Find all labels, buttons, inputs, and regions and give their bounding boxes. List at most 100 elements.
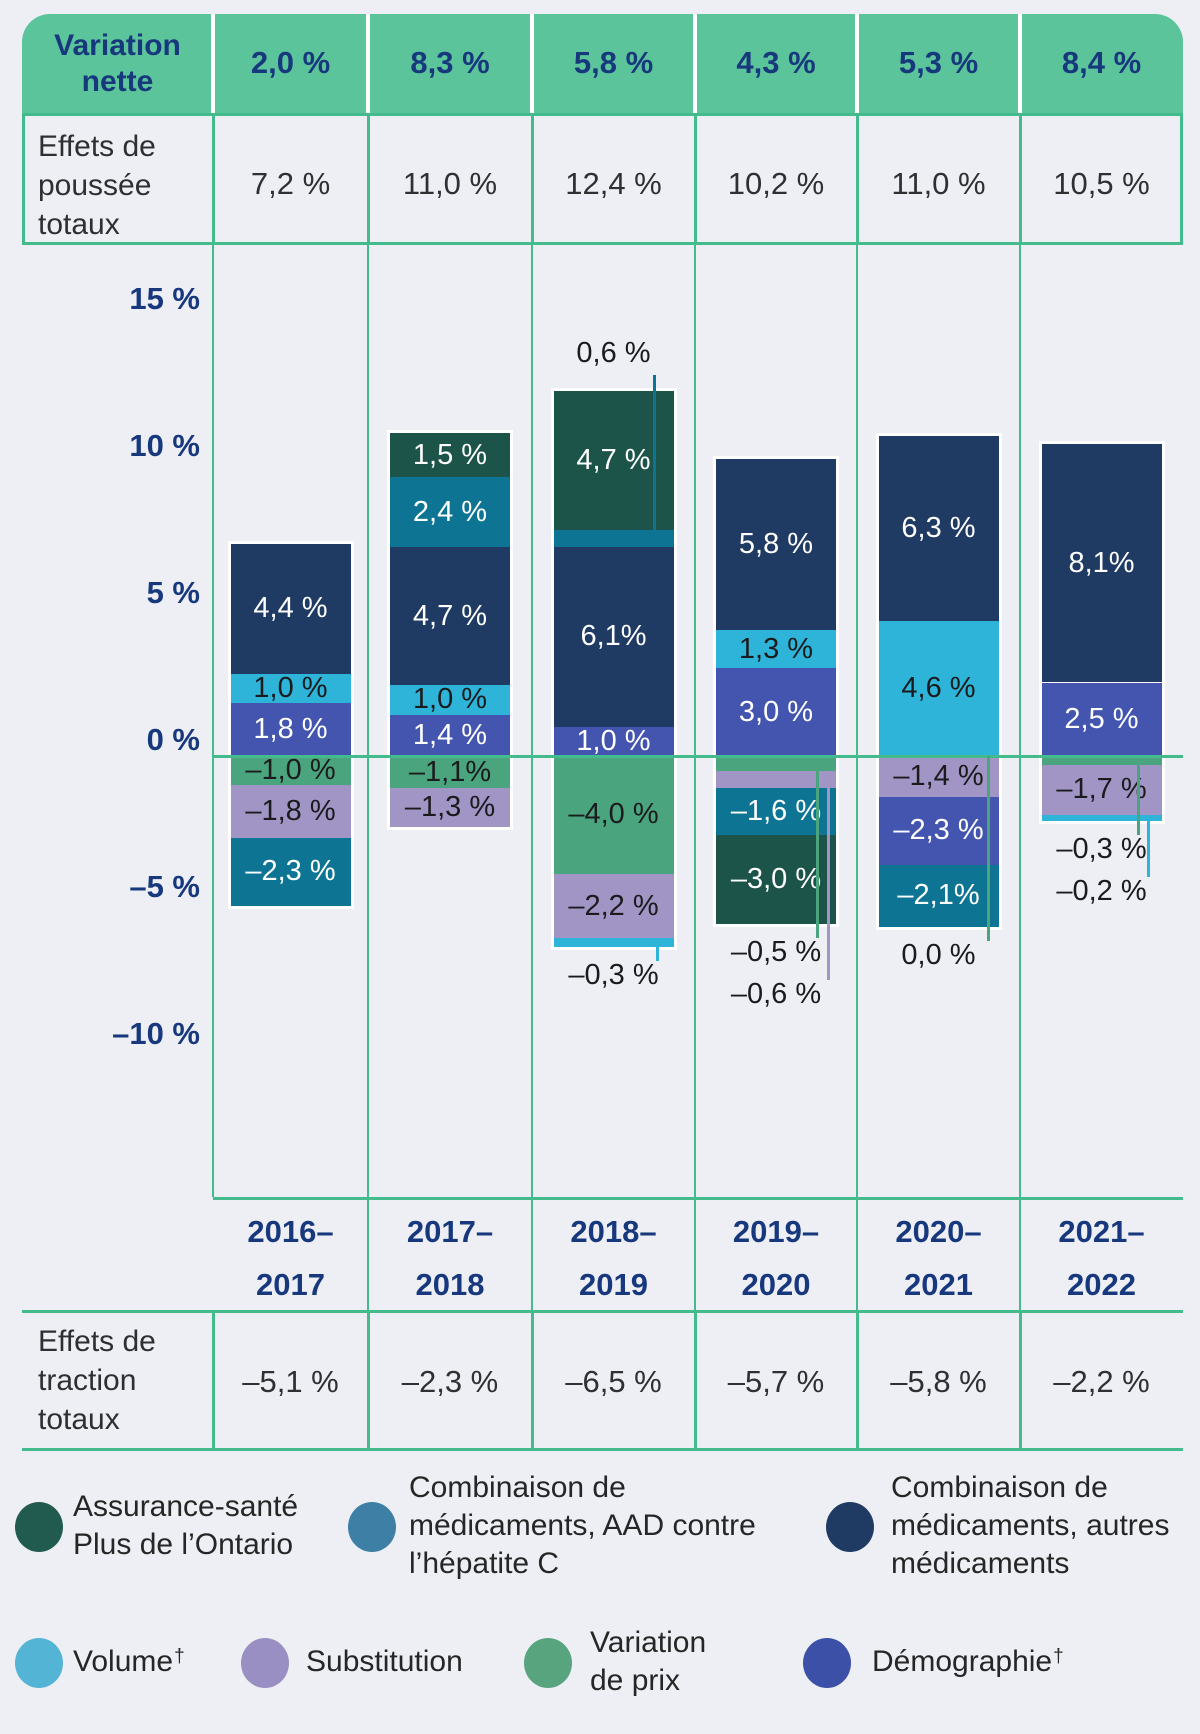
bar-segment-label: –1,0 % — [245, 754, 336, 786]
dagger-footnote-mark: † — [1053, 1646, 1064, 1667]
header-divider — [1018, 14, 1022, 113]
bar-segment-label: –1,3 % — [404, 791, 496, 824]
push-row-frame — [22, 113, 1183, 245]
legend-label-substitution: Substitution — [306, 1643, 463, 1681]
y-axis-tick-label: 10 % — [129, 428, 200, 463]
bar-segment-volume — [553, 938, 674, 948]
column-gridline — [367, 245, 369, 1197]
bar-segment-substitution — [553, 873, 674, 939]
bar-segment-substitution — [716, 770, 836, 789]
header-divider — [211, 14, 215, 113]
callout-line — [826, 779, 830, 980]
net-change-value: 2,0 % — [250, 44, 331, 80]
legend-swatch-price — [524, 1638, 572, 1688]
bar-segment-demography — [553, 726, 674, 756]
net-change-value: 8,4 % — [1061, 44, 1142, 80]
bar-segment-demography — [1041, 682, 1162, 756]
push-total-value: 12,4 % — [565, 166, 662, 201]
x-axis-line — [213, 1197, 1183, 1200]
bar-segment-label: 1,0 % — [576, 724, 651, 757]
year-label-line2: 2021 — [904, 1267, 973, 1302]
bar-segment-substitution — [1041, 764, 1162, 815]
pull-total-value: –2,2 % — [1053, 1364, 1150, 1399]
bar-segment-label: 1,3 % — [738, 632, 814, 665]
bar-segment-label: –1,4 % — [893, 760, 984, 792]
callout-label: –0,5 % — [730, 935, 822, 968]
pull-row-divider — [367, 1310, 370, 1448]
header-divider — [366, 14, 370, 113]
legend-label-line: Volume† — [73, 1645, 185, 1678]
bar-segment-label: –1,8 % — [245, 795, 336, 828]
legend-label-price: Variation de prix — [590, 1624, 706, 1700]
callout-label: 0,6 % — [576, 337, 651, 370]
legend-label-line: médicaments — [891, 1547, 1070, 1580]
bar-segment-price — [716, 756, 836, 771]
legend-label-hep_c: Combinaison de médicaments, AAD contre l’h… — [409, 1469, 756, 1583]
pull-row-divider — [212, 1310, 215, 1448]
y-axis-tick-label: –5 % — [129, 869, 200, 904]
legend-label-line: Substitution — [306, 1645, 463, 1678]
bar-segment-label: 4,7 % — [576, 444, 651, 477]
bar-segment-label: 2,5 % — [1064, 702, 1139, 735]
bar-segment-demography — [230, 703, 351, 756]
bar-segment-other_meds — [390, 547, 510, 686]
bar-segment-label: 6,3 % — [901, 511, 976, 544]
legend-label-line: Combinaison de — [409, 1471, 626, 1504]
legend-label-line: Plus de l’Ontario — [73, 1528, 294, 1561]
bar-segment-label: –2,1% — [897, 878, 980, 911]
bar-segment-other_meds — [716, 459, 836, 630]
bar-segment-other_meds — [553, 547, 674, 727]
net-change-header-cell: Variation nette — [54, 28, 181, 98]
push-row-divider — [856, 113, 859, 245]
legend-label-line: Variation — [590, 1626, 707, 1659]
bar-segment-hep_c — [390, 476, 510, 548]
bar-segment-label: 2,4 % — [412, 495, 488, 528]
year-label-line2: 2019 — [579, 1267, 648, 1302]
bar-segment-substitution — [230, 785, 351, 839]
bar-segment-volume — [1041, 814, 1162, 821]
callout-label: –0,3 % — [1056, 832, 1147, 865]
bar-segment-label: 1,4 % — [412, 718, 488, 751]
bar-segment-label: –2,3 % — [893, 814, 984, 847]
year-label-line1: 2017– — [406, 1214, 494, 1249]
legend-label-line: Combinaison de — [891, 1471, 1108, 1504]
bar-segment-ontario — [390, 432, 510, 477]
bar-segment-label: –2,3 % — [245, 855, 336, 888]
push-total-value: 7,2 % — [250, 166, 331, 201]
legend-label-line: Assurance-santé — [73, 1490, 299, 1523]
bar-segment-label: 4,6 % — [901, 671, 976, 704]
year-label-line1: 2021– — [1058, 1214, 1145, 1249]
legend-swatch-ontario — [15, 1502, 63, 1552]
bar-segment-volume — [390, 685, 510, 715]
legend-label-volume: Volume† — [73, 1643, 185, 1685]
bar-segment-label: 4,4 % — [253, 592, 328, 625]
callout-line — [815, 763, 819, 938]
bar-segment-other_meds — [1041, 444, 1162, 683]
year-label-line2: 2020 — [741, 1267, 811, 1302]
column-gridline — [856, 245, 858, 1197]
bar-segment-substitution — [390, 788, 510, 827]
year-label-line2: 2017 — [256, 1267, 325, 1302]
bar-segment-volume — [230, 673, 351, 704]
bar-segment-hep_c — [230, 838, 351, 906]
bar-segment-label: 4,7 % — [412, 600, 488, 633]
dagger-footnote-mark: † — [174, 1646, 185, 1667]
year-label-line1: 2019– — [732, 1214, 820, 1249]
legend-label-line: Démographie† — [872, 1645, 1064, 1678]
bar-segment-label: –1,7 % — [1056, 772, 1147, 805]
bar-segment-label: 1,8 % — [253, 713, 328, 746]
pull-row-bottom-border — [22, 1448, 1183, 1451]
push-row-divider — [367, 113, 370, 245]
legend-label-line: médicaments, AAD contre — [409, 1509, 756, 1542]
column-gridline — [212, 245, 214, 1197]
push-total-value: 11,0 % — [891, 166, 986, 201]
bar-segment-demography — [390, 714, 510, 756]
y-axis-tick-label: –10 % — [112, 1016, 200, 1051]
year-row-divider — [856, 1197, 858, 1310]
year-row-divider — [367, 1197, 369, 1310]
pull-total-value: –6,5 % — [565, 1364, 662, 1399]
bar-segment-hep_c — [553, 529, 674, 548]
year-label-line1: 2018– — [570, 1214, 657, 1249]
legend-swatch-hep_c — [348, 1502, 396, 1552]
year-row-divider — [1019, 1197, 1021, 1310]
